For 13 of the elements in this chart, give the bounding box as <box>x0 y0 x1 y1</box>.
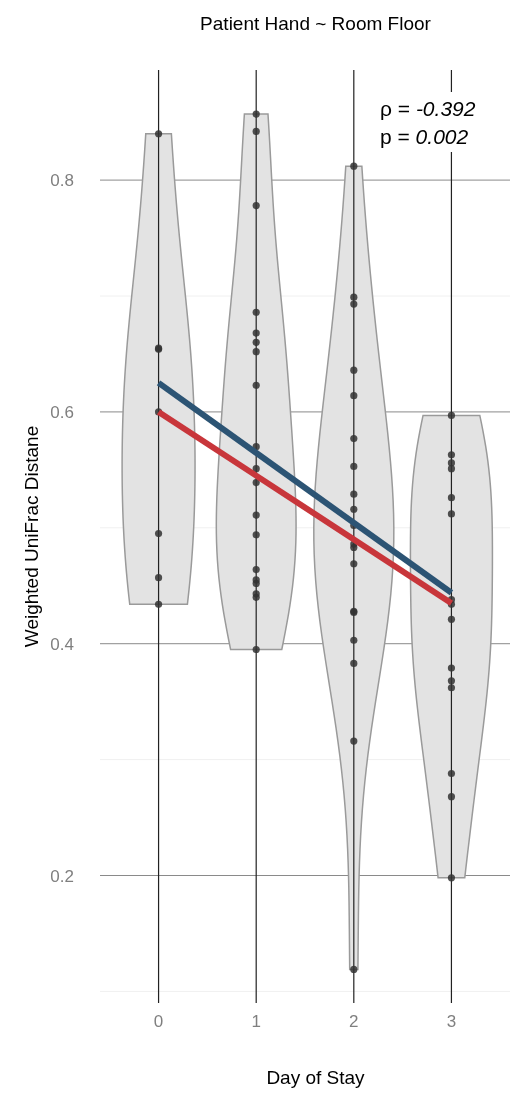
x-tick-label: 3 <box>446 1012 457 1031</box>
x-tick-label: 1 <box>251 1012 261 1031</box>
x-axis-title: Day of Stay <box>266 1067 366 1088</box>
x-tick-label: 0 <box>153 1012 164 1031</box>
annotation: ρ = -0.392 <box>380 97 476 120</box>
y-tick-label: 0.2 <box>50 866 74 886</box>
annotation: p = 0.002 <box>380 125 469 148</box>
chart-title: Patient Hand ~ Room Floor <box>200 13 432 34</box>
y-tick-label: 0.6 <box>50 402 74 422</box>
y-tick-label: 0.8 <box>50 171 74 191</box>
x-tick-label: 2 <box>349 1012 359 1031</box>
y-axis-title: Weighted UniFrac Distane <box>21 425 42 648</box>
y-tick-label: 0.4 <box>50 634 74 654</box>
